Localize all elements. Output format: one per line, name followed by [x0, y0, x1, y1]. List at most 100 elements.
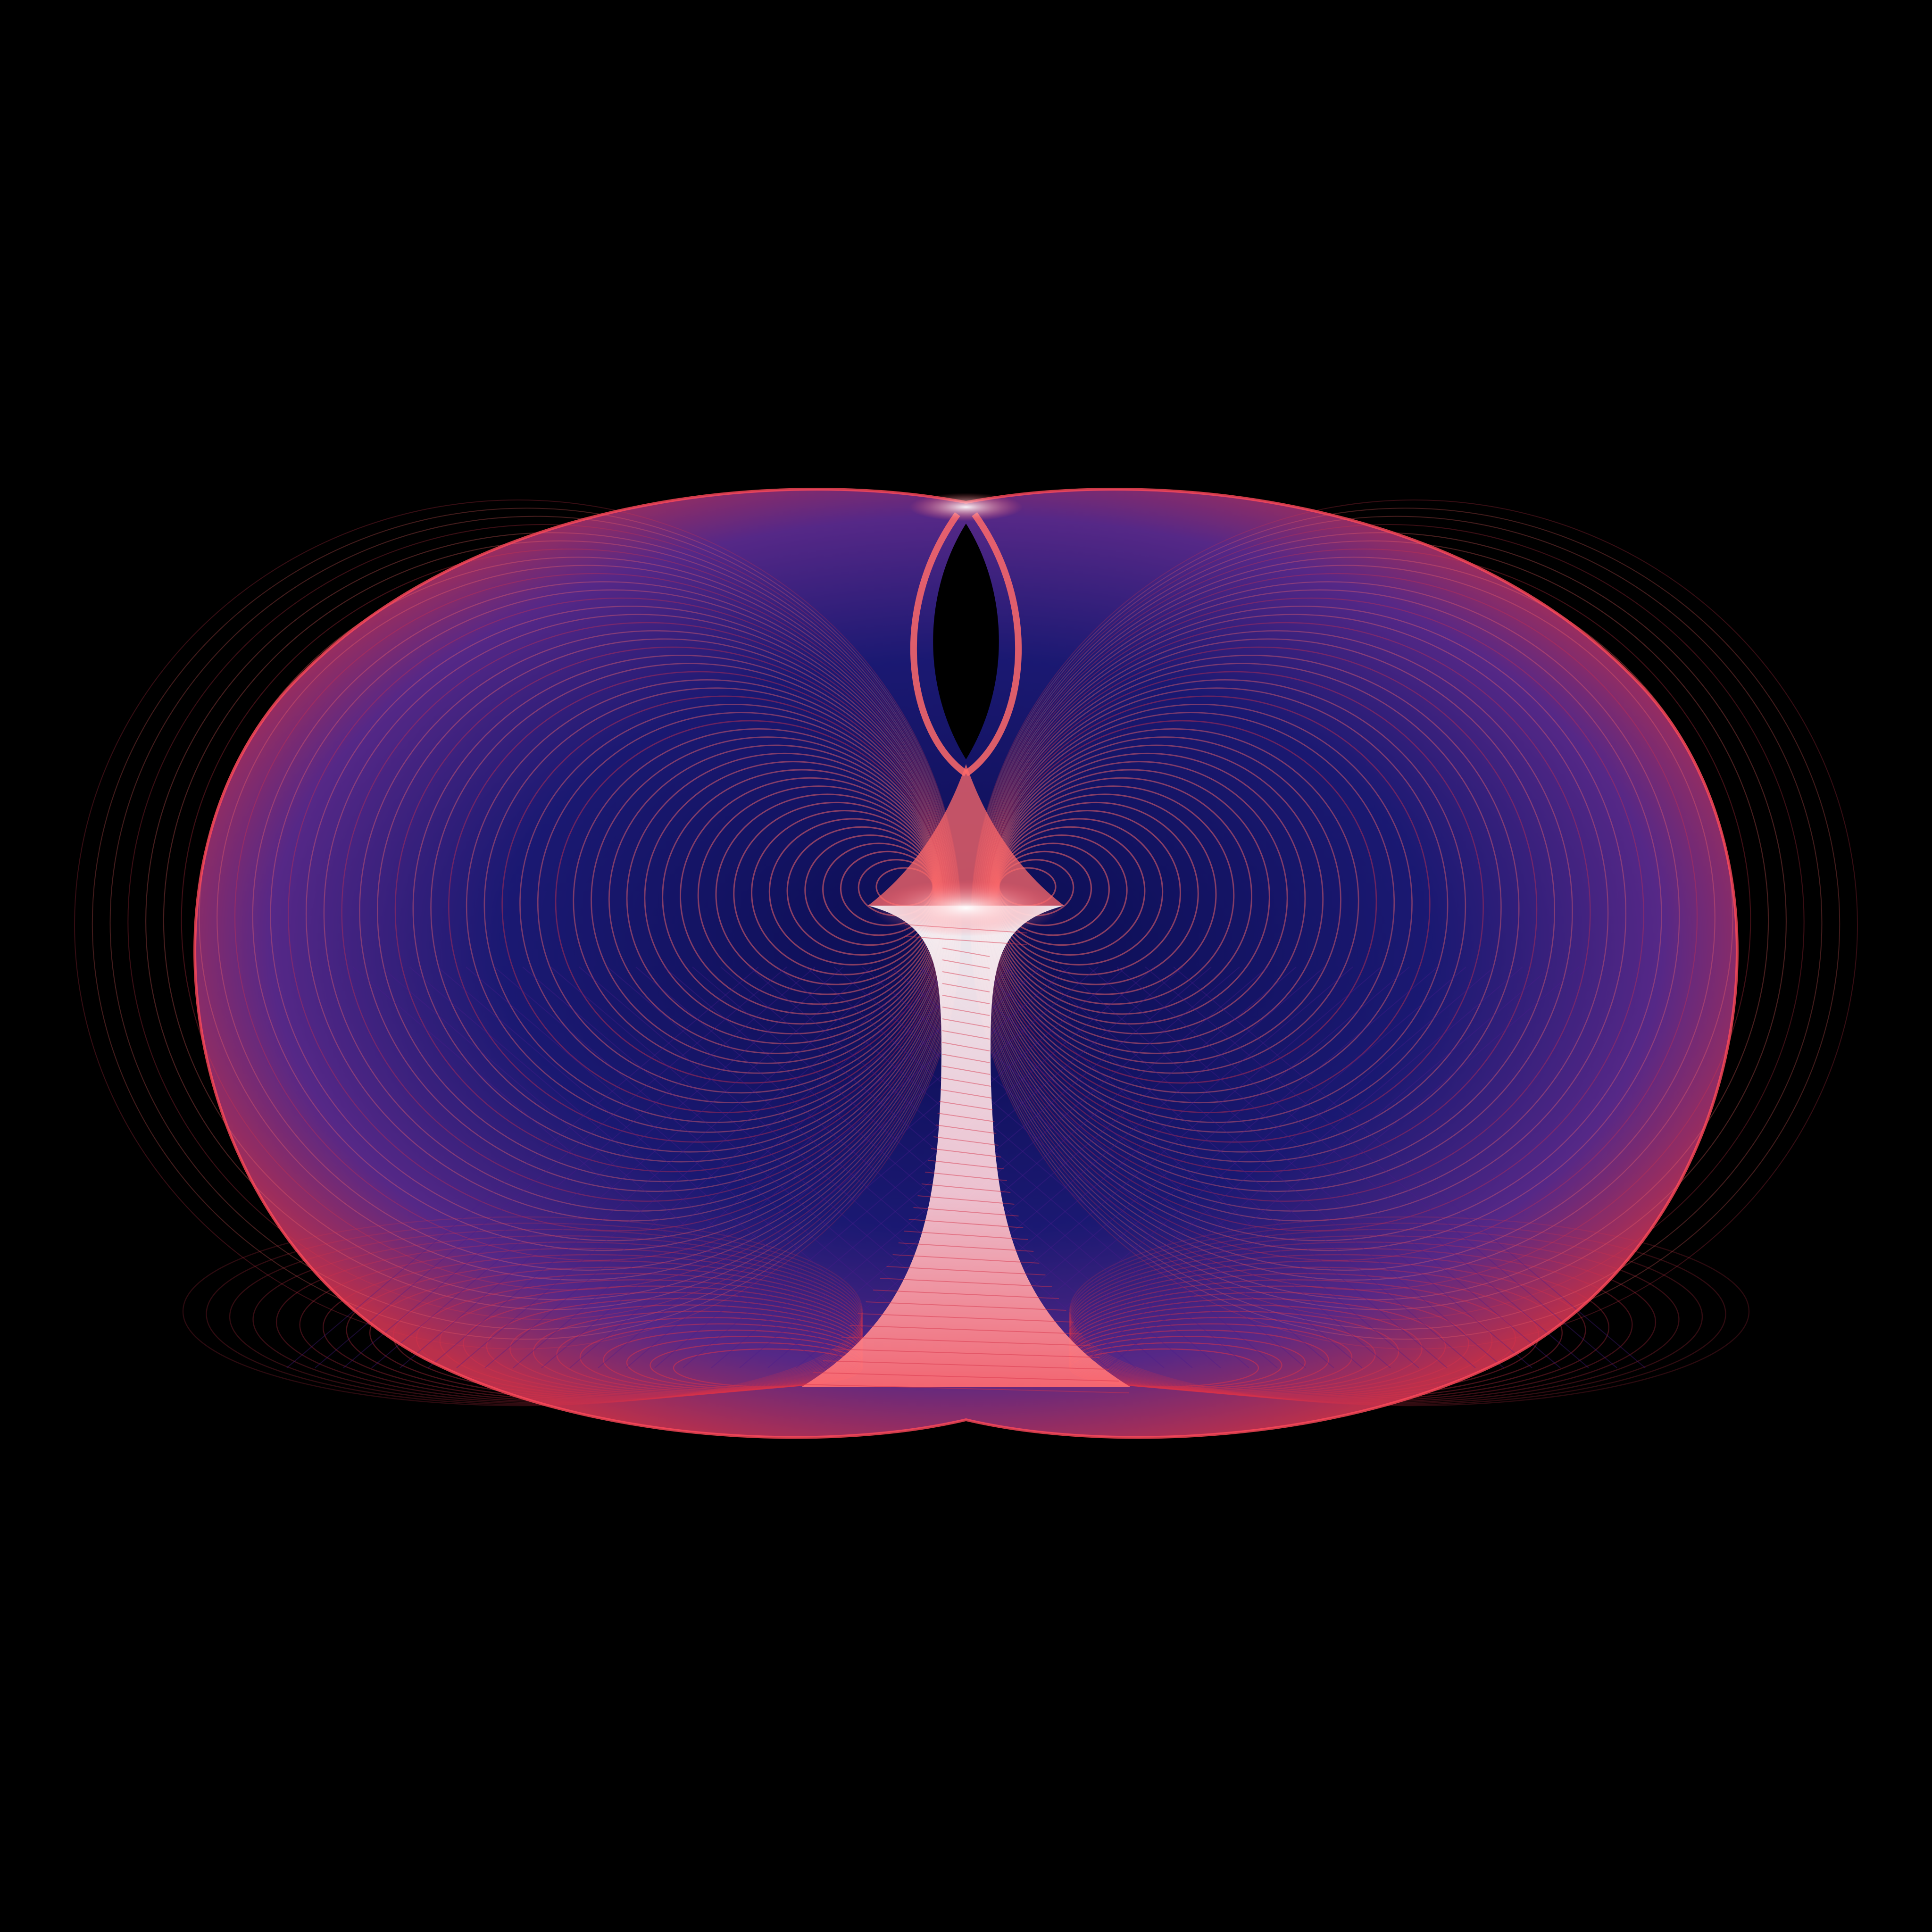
stem-hatch	[942, 1042, 990, 1051]
stem-hatch	[942, 948, 990, 957]
stem-hatch	[858, 1313, 1074, 1323]
mesh-line	[1145, 966, 1617, 1368]
stem-hatch	[937, 1113, 995, 1122]
mesh-line	[1022, 966, 1495, 1368]
stem-hatch	[940, 1089, 992, 1099]
mesh-line	[1107, 966, 1580, 1368]
rim-loop	[1069, 1273, 1540, 1399]
stem-hatch	[928, 1160, 1004, 1169]
mesh-line	[1079, 966, 1551, 1368]
mesh-line	[466, 966, 938, 1368]
apex-glow	[909, 493, 1023, 521]
mesh-line	[767, 966, 1240, 1368]
mesh-line	[428, 966, 900, 1368]
core-structure-group	[802, 493, 1130, 1393]
upper-cone	[868, 764, 1064, 906]
stem-hatch	[898, 1242, 1034, 1252]
mesh-line	[994, 966, 1466, 1368]
rim-loop	[1069, 1235, 1680, 1404]
stem-hatch	[823, 1360, 1109, 1370]
rim-loop	[322, 1254, 863, 1401]
mesh-line	[381, 966, 853, 1368]
mesh-line	[966, 966, 1438, 1368]
stem-hatch	[913, 1207, 1019, 1216]
stem-hatch	[933, 1136, 999, 1146]
stem-hatch	[942, 1054, 990, 1063]
rim-loop	[206, 1223, 863, 1406]
mesh-line	[626, 966, 1099, 1368]
mesh-line	[777, 966, 1249, 1368]
rim-loop	[1069, 1254, 1610, 1401]
mesh-line	[1050, 966, 1523, 1368]
rim-loop	[1069, 1279, 1516, 1398]
mesh-line	[315, 966, 787, 1368]
rim-loop	[275, 1241, 863, 1403]
mesh-line	[833, 966, 1306, 1368]
stem-hatch	[942, 995, 990, 1004]
rim-loop	[1069, 1223, 1726, 1406]
rim-loop	[182, 1216, 863, 1407]
mesh-line	[947, 966, 1419, 1368]
rim-loop	[369, 1266, 863, 1399]
mesh-line	[918, 966, 1391, 1368]
mesh-line	[513, 966, 985, 1368]
mesh-line	[1003, 966, 1476, 1368]
rim-loop	[392, 1273, 863, 1399]
mesh-line	[664, 966, 1136, 1368]
stem-hatch	[866, 1301, 1066, 1311]
stem-hatch	[813, 1372, 1119, 1382]
stem-hatch	[941, 1066, 991, 1075]
stem-hatch	[941, 1077, 991, 1087]
mesh-line	[1060, 966, 1532, 1368]
stem-hatch	[931, 1148, 1001, 1158]
mesh-line	[1032, 966, 1504, 1368]
stem-hatch	[917, 1195, 1015, 1205]
mesh-line	[862, 966, 1334, 1368]
mesh-line	[1088, 966, 1561, 1368]
mesh-line	[692, 966, 1165, 1368]
mesh-line	[494, 966, 966, 1368]
rim-loop	[299, 1248, 863, 1402]
central-stem	[802, 906, 1130, 1387]
mesh-line	[805, 966, 1278, 1368]
mesh-line	[352, 966, 825, 1368]
neck-glow	[872, 880, 1060, 936]
stem-hatch	[942, 1007, 990, 1016]
rim-loop	[1069, 1248, 1633, 1402]
rim-loop	[346, 1260, 863, 1400]
mesh-line	[456, 966, 929, 1368]
mesh-line	[409, 966, 882, 1368]
stem-hatch	[942, 959, 990, 969]
mesh-line	[371, 966, 844, 1368]
stem-hatch	[925, 1172, 1007, 1181]
mesh-line	[484, 966, 957, 1368]
rim-loop	[1069, 1241, 1657, 1403]
stem-hatch	[892, 1254, 1040, 1264]
mesh-line	[343, 966, 816, 1368]
stem-hatch	[904, 936, 1028, 945]
mesh-line	[796, 966, 1268, 1368]
upper-eye	[933, 524, 999, 759]
stem-hatch	[942, 971, 990, 981]
stem-hatch	[873, 1290, 1059, 1299]
rim-loop	[252, 1235, 863, 1404]
mesh-line	[598, 966, 1070, 1368]
stem-hatch	[849, 1325, 1083, 1334]
stem-hatch	[904, 1231, 1028, 1240]
mesh-line	[975, 966, 1448, 1368]
eye-edge-right	[964, 512, 1022, 776]
mesh-line	[400, 966, 872, 1368]
rim-loop	[1069, 1216, 1750, 1407]
rim-loop	[416, 1279, 863, 1398]
stem-hatch	[832, 1349, 1100, 1358]
eye-edge-left	[910, 512, 968, 776]
mesh-line	[654, 966, 1127, 1368]
stem-hatch	[942, 983, 990, 992]
stem-hatch	[935, 1124, 997, 1134]
stem-hatch	[908, 1219, 1024, 1228]
stem-hatch	[939, 1101, 993, 1110]
stem-hatch	[942, 1018, 990, 1028]
stem-hatch	[880, 1278, 1052, 1287]
mesh-line	[1173, 966, 1646, 1368]
